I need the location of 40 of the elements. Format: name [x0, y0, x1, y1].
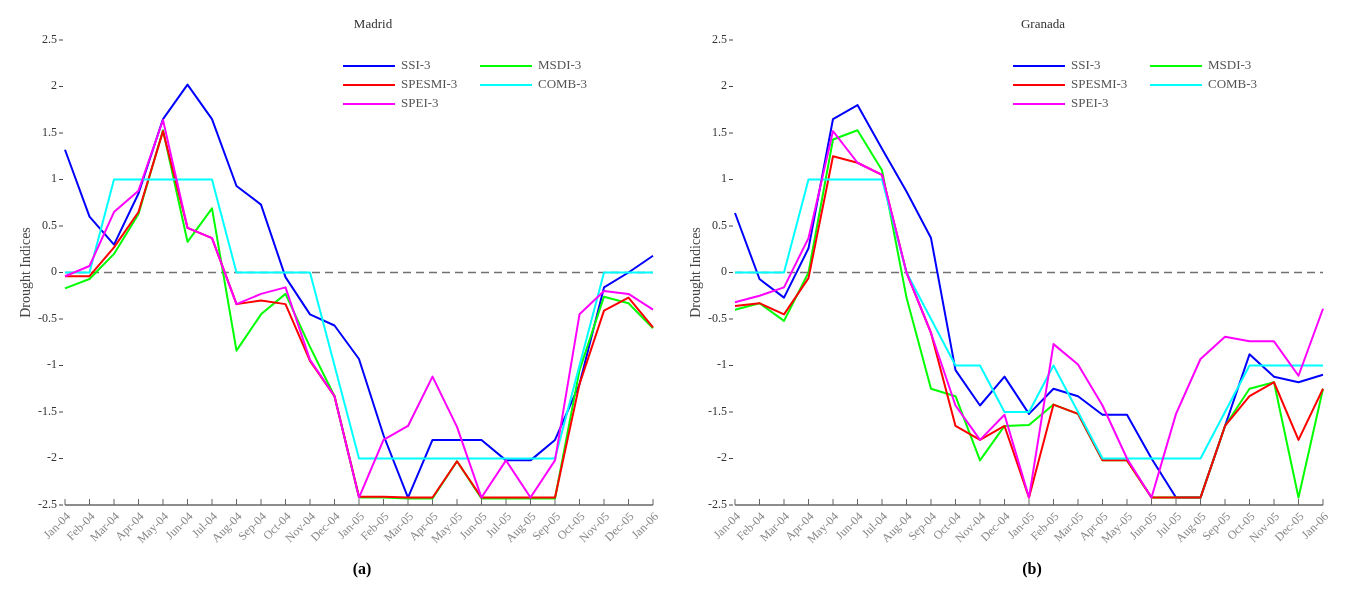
y-tick-label: 2: [721, 78, 727, 93]
y-tick-label: 0: [721, 264, 727, 279]
legend-label: MSDI-3: [538, 56, 582, 72]
y-tick-label: -1.5: [38, 403, 57, 418]
y-tick-label: 0: [51, 264, 57, 279]
legend-label: COMB-3: [1208, 75, 1258, 91]
legend-label: SSI-3: [1071, 56, 1101, 72]
y-tick-label: -1: [717, 357, 727, 372]
y-tick-label: 0.5: [712, 217, 727, 232]
y-tick-label: -2: [717, 450, 727, 465]
y-tick-label: 2.5: [712, 31, 727, 46]
y-tick-label: -2: [47, 450, 57, 465]
y-tick-label: -0.5: [38, 310, 57, 325]
legend-label: SPEI-3: [401, 94, 439, 110]
y-tick-label: 1: [721, 171, 727, 186]
y-tick-label: 2.5: [42, 31, 57, 46]
legend-label: SSI-3: [401, 56, 431, 72]
legend-label: SPESMI-3: [401, 75, 458, 91]
legend-label: MSDI-3: [1208, 56, 1252, 72]
y-tick-label: 0.5: [42, 217, 57, 232]
y-tick-label: 1.5: [712, 124, 727, 139]
y-tick-label: 1.5: [42, 124, 57, 139]
y-axis-title: Drought Indices: [18, 227, 33, 318]
chart-title: Granada: [1020, 16, 1066, 31]
text: (b): [1022, 560, 1042, 578]
line-series: [64, 178, 654, 460]
chart-title: Madrid: [353, 16, 393, 31]
legend-label: COMB-3: [538, 75, 588, 91]
y-tick-label: -0.5: [708, 310, 727, 325]
y-tick-label: -2.5: [708, 496, 727, 511]
y-tick-label: -1.5: [708, 403, 727, 418]
legend-label: SPEI-3: [1071, 94, 1109, 110]
line-series: [734, 178, 1324, 460]
y-tick-label: 1: [51, 171, 57, 186]
y-tick-label: 2: [51, 78, 57, 93]
text: (a): [352, 560, 372, 578]
y-tick-label: -1: [47, 357, 57, 372]
y-axis-title: Drought Indices: [688, 227, 703, 318]
y-tick-label: -2.5: [38, 496, 57, 511]
legend-label: SPESMI-3: [1071, 75, 1128, 91]
